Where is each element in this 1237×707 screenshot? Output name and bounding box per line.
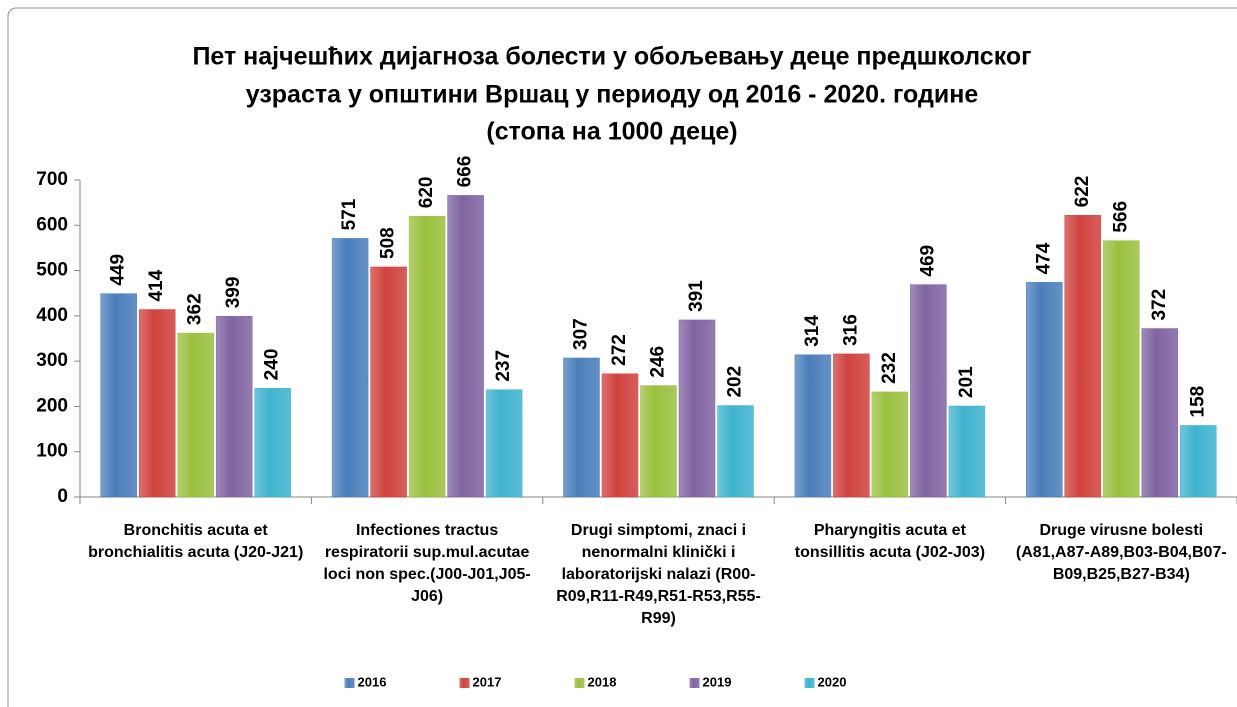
legend-label: 2020: [818, 674, 847, 689]
bar: [1141, 328, 1179, 498]
data-label: 272: [609, 334, 630, 366]
legend-swatch: [689, 678, 700, 688]
x-tick-label: Pharyngitis acuta et tonsillitis acuta (…: [794, 522, 986, 561]
data-label: 571: [339, 198, 360, 230]
bar: [447, 195, 484, 498]
chart-title: Пет најчешћих дијагноза болести у обољев…: [192, 43, 1031, 71]
data-label: 307: [571, 318, 592, 350]
bar: [678, 319, 716, 498]
bar: [254, 388, 291, 498]
data-label: 201: [956, 366, 977, 398]
bar: [563, 357, 600, 498]
legend-swatch: [459, 678, 470, 688]
bar: [177, 332, 214, 498]
bar: [370, 266, 407, 498]
x-tick-label: Drugi simptomi, znaci i nenormalni klini…: [556, 522, 761, 627]
y-tick-label: 700: [36, 169, 68, 190]
data-label: 314: [802, 315, 823, 347]
data-label: 620: [416, 177, 437, 209]
data-label: 240: [262, 349, 283, 381]
bar: [138, 309, 176, 498]
bar: [1064, 215, 1102, 498]
bar: [601, 373, 639, 498]
data-label: 508: [378, 227, 399, 259]
data-label: 414: [146, 269, 167, 301]
data-label: 158: [1187, 386, 1208, 418]
bar: [1026, 282, 1063, 498]
bar: [871, 391, 909, 498]
legend-swatch: [344, 678, 355, 688]
chart-border: [7, 7, 1237, 707]
x-tick-label: Infectiones tractus respiratorii sup.mul…: [323, 522, 531, 605]
bar: [100, 293, 137, 498]
data-label: 469: [917, 245, 938, 277]
data-label: 566: [1110, 201, 1131, 233]
bar: [485, 389, 523, 498]
bar: [833, 353, 870, 498]
y-tick-label: 300: [36, 350, 68, 371]
chart-title: узраста у општини Вршац у периоду од 201…: [246, 81, 979, 109]
data-label: 622: [1072, 176, 1093, 208]
data-label: 232: [879, 352, 900, 384]
data-label: 399: [223, 277, 244, 309]
bar: [948, 405, 986, 498]
data-label: 237: [493, 350, 514, 382]
data-label: 391: [686, 280, 707, 312]
data-label: 202: [725, 366, 746, 398]
data-label: 316: [840, 314, 861, 346]
bar: [1180, 425, 1217, 498]
data-label: 362: [185, 293, 206, 325]
bar: [794, 354, 832, 498]
data-label: 474: [1033, 242, 1054, 274]
y-tick-label: 500: [36, 260, 68, 281]
bar: [215, 316, 253, 498]
data-label: 246: [648, 346, 669, 378]
y-tick-label: 100: [36, 441, 68, 462]
x-tick-label: Bronchitis acuta et bronchialitis acuta …: [88, 522, 304, 561]
legend-label: 2019: [703, 674, 732, 689]
y-tick-label: 600: [36, 214, 68, 235]
y-tick-label: 0: [57, 486, 68, 507]
legend-label: 2018: [588, 674, 617, 689]
legend-swatch: [574, 678, 585, 688]
legend-label: 2016: [358, 674, 387, 689]
bar: [331, 238, 369, 498]
y-tick-label: 200: [36, 395, 68, 416]
x-tick-label: Druge virusne bolesti (A81,A87-A89,B03-B…: [1015, 522, 1227, 583]
chart-title: (стопа на 1000 деце): [486, 118, 737, 146]
bar: [408, 215, 446, 498]
data-label: 666: [455, 156, 476, 188]
legend-swatch: [804, 678, 815, 688]
bar: [910, 284, 947, 498]
legend-label: 2017: [473, 674, 502, 689]
bar: [1103, 240, 1140, 498]
bar: [717, 405, 754, 498]
y-tick-label: 400: [36, 305, 68, 326]
data-label: 372: [1149, 289, 1170, 321]
data-label: 449: [108, 254, 129, 286]
bar: [640, 385, 677, 498]
